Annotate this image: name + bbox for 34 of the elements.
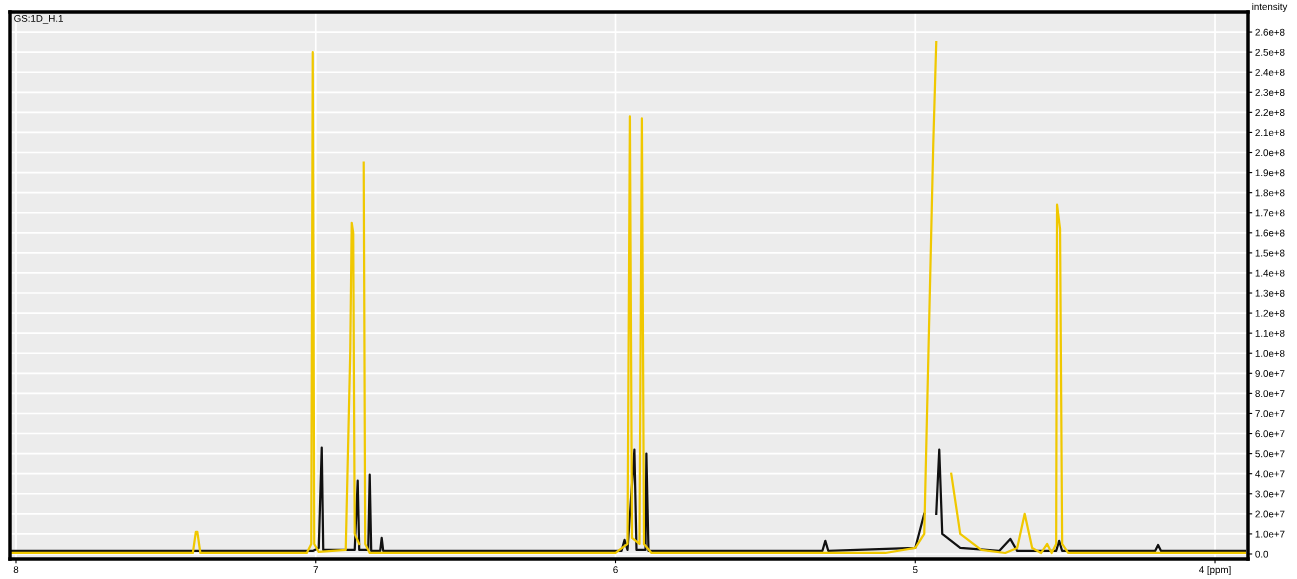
- x-tick-label: 6: [613, 566, 618, 574]
- y-tick-label: 7.0e+7: [1255, 410, 1285, 418]
- y-tick-label: 1.0e+7: [1255, 530, 1285, 538]
- y-tick-label: 6.0e+7: [1255, 430, 1285, 438]
- y-tick-label: 4.0e+7: [1255, 470, 1285, 478]
- annotation: GS:1D_H.1: [14, 14, 63, 24]
- y-tick-label: 1.3e+8: [1255, 289, 1285, 297]
- x-tick-label: 7: [313, 566, 318, 573]
- x-tick-label: 8: [13, 566, 19, 574]
- y-tick-label: 3.0e+7: [1255, 490, 1285, 498]
- x-tick-label: 4 [ppm]: [1199, 565, 1231, 576]
- y-tick-label: 1.2e+8: [1255, 309, 1285, 317]
- y-tick-label: 2.1e+8: [1255, 129, 1285, 137]
- y-tick-label: 1.9e+8: [1255, 169, 1285, 177]
- y-tick-label: 2.6e+8: [1255, 28, 1285, 36]
- y-tick-label: 0.0: [1255, 550, 1269, 558]
- y-tick-label: 1.5e+8: [1255, 249, 1285, 257]
- y-tick-label: 1.7e+8: [1255, 209, 1285, 217]
- y-tick-label: 2.3e+8: [1255, 89, 1285, 96]
- y-tick-label: 2.4e+8: [1255, 68, 1285, 76]
- y-tick-label: 1.0e+8: [1255, 349, 1285, 357]
- y-tick-label: 2.5e+8: [1255, 48, 1285, 56]
- y-tick-label: 2.0e+8: [1255, 149, 1285, 157]
- y-tick-label: 9.0e+7: [1255, 370, 1285, 377]
- x-tick-label: 5: [912, 566, 918, 574]
- y-tick-label: 5.0e+7: [1255, 450, 1285, 458]
- y-tick-label: 8.0e+7: [1255, 390, 1285, 398]
- y-tick-label: 2.0e+7: [1255, 510, 1285, 518]
- y-tick-label: 1.4e+8: [1255, 269, 1285, 277]
- y-axis-title: intensity: [1252, 2, 1288, 12]
- y-tick-label: 2.2e+8: [1255, 109, 1285, 116]
- y-tick-label: 1.8e+8: [1255, 189, 1285, 197]
- y-tick-label: 1.1e+8: [1255, 329, 1285, 337]
- y-tick-label: 1.6e+8: [1255, 229, 1285, 237]
